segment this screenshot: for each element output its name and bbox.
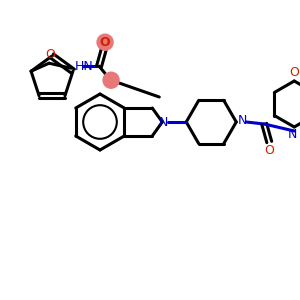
Circle shape — [103, 72, 119, 88]
Text: O: O — [264, 143, 274, 157]
Text: O: O — [45, 47, 55, 61]
Text: HN: HN — [75, 60, 94, 73]
Text: N: N — [238, 113, 247, 127]
Text: O: O — [289, 67, 299, 80]
Text: N: N — [288, 128, 297, 142]
Text: N: N — [159, 116, 168, 128]
Text: O: O — [100, 36, 110, 49]
Circle shape — [97, 34, 113, 50]
